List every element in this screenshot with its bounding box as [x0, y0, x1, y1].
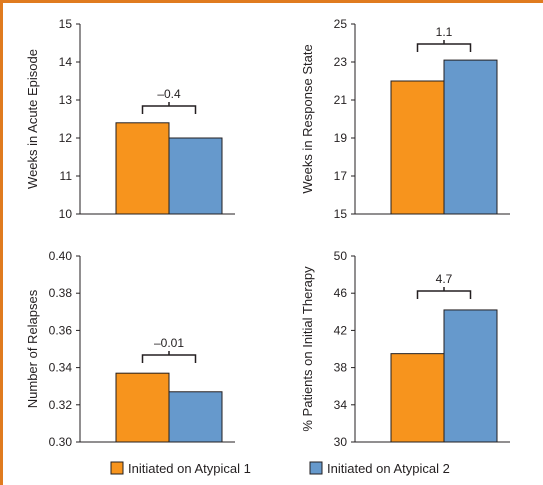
y-axis-label: Number of Relapses	[25, 289, 40, 408]
bar-series-1	[390, 353, 445, 443]
difference-annotation: 1.1	[436, 25, 453, 39]
bar-series-2	[168, 391, 223, 443]
y-tick-label: 30	[334, 435, 348, 449]
y-tick-label: 25	[334, 17, 348, 31]
legend-swatch-series-2	[309, 461, 323, 475]
bar-series-2	[443, 59, 498, 215]
y-tick-label: 15	[334, 207, 348, 221]
difference-bracket	[416, 287, 472, 299]
y-tick-label: 0.36	[49, 323, 73, 337]
difference-annotation: –0.01	[154, 336, 184, 350]
y-tick-label: 14	[59, 55, 73, 69]
difference-annotation: 4.7	[436, 272, 453, 286]
y-tick-label: 19	[334, 131, 348, 145]
bar-series-1	[390, 80, 445, 215]
legend-label-series-2: Initiated on Atypical 2	[327, 461, 450, 476]
legend-label-series-1: Initiated on Atypical 1	[128, 461, 251, 476]
y-tick-label: 0.34	[49, 361, 73, 375]
y-tick-label: 46	[334, 286, 348, 300]
bar-series-1	[115, 122, 170, 215]
y-tick-label: 13	[59, 93, 73, 107]
y-tick-label: 38	[334, 361, 348, 375]
y-tick-label: 11	[60, 169, 73, 183]
y-tick-label: 21	[334, 93, 348, 107]
y-tick-label: 0.38	[49, 286, 73, 300]
y-tick-label: 42	[334, 323, 348, 337]
y-tick-label: 0.30	[49, 435, 73, 449]
difference-bracket	[416, 40, 472, 52]
y-tick-label: 34	[334, 398, 348, 412]
y-tick-label: 0.40	[49, 249, 73, 263]
y-axis-label: % Patients on Initial Therapy	[300, 266, 315, 432]
y-tick-label: 0.32	[49, 398, 73, 412]
chart-panel-3: 0.30 0.32 0.34 0.36 0.38 0.40 Number of Relaps…	[25, 249, 235, 449]
legend: Initiated on Atypical 1 Initiated on Aty…	[110, 461, 450, 476]
difference-annotation: –0.4	[157, 87, 181, 101]
y-tick-label: 50	[334, 249, 348, 263]
y-axis-label: Weeks in Acute Episode	[25, 49, 40, 189]
chart-panel-4: 30 34 38 42 46 50 % Patients on Initial Therap…	[300, 249, 510, 449]
bar-series-2	[443, 309, 498, 443]
y-tick-label: 17	[334, 169, 348, 183]
chart-panel-2: 15 17 19 21 23 25 Weeks in Response State 1.1	[300, 17, 510, 221]
chart-panel-1: 10 11 12 13 14 15 Weeks in Acute Episode –0.4	[25, 17, 235, 221]
y-tick-label: 15	[59, 17, 73, 31]
y-tick-label: 12	[59, 131, 73, 145]
bar-series-1	[115, 372, 170, 443]
y-axis-label: Weeks in Response State	[300, 44, 315, 193]
bar-series-2	[168, 137, 223, 215]
difference-bracket	[141, 351, 197, 363]
legend-swatch-series-1	[110, 461, 124, 475]
difference-bracket	[141, 102, 197, 114]
y-tick-label: 23	[334, 55, 348, 69]
y-tick-label: 10	[59, 207, 73, 221]
